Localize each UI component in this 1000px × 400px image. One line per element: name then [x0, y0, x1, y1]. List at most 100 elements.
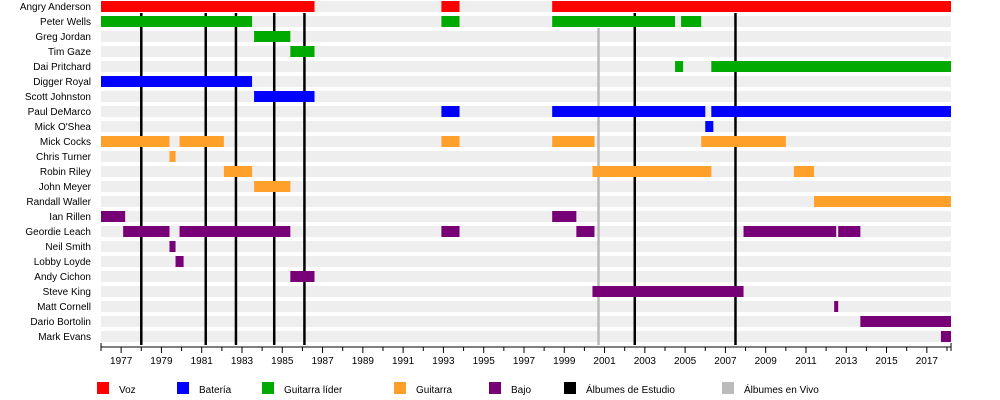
- member-label: Mick O'Shea: [35, 122, 92, 133]
- member-label: Lobby Loyde: [34, 257, 92, 268]
- legend: Voz Batería Guitarra líder Guitarra Bajo Álbu…: [97, 382, 819, 396]
- legend-swatch-voz: [97, 382, 109, 394]
- legend-label-voz: Voz: [119, 385, 136, 396]
- bar-voz: [552, 1, 951, 12]
- x-tick-label: 2013: [835, 356, 858, 367]
- x-tick-label: 2001: [593, 356, 616, 367]
- bar-bajo: [290, 271, 315, 282]
- row-background: [101, 211, 951, 222]
- bar-bateria: [711, 106, 951, 117]
- bar-guitarra: [592, 166, 712, 177]
- bar-bajo: [101, 211, 126, 222]
- x-tick-label: 1995: [473, 356, 496, 367]
- member-label: Neil Smith: [45, 242, 91, 253]
- member-label: Ian Rillen: [49, 212, 91, 223]
- legend-label-vivo: Álbumes en Vivo: [744, 383, 819, 396]
- x-tick-label: 1981: [191, 356, 214, 367]
- row-background: [101, 16, 951, 27]
- row-background: [101, 106, 951, 117]
- bar-guitarra: [179, 136, 224, 147]
- bar-bateria: [101, 76, 253, 87]
- bar-bajo: [592, 286, 744, 297]
- bar-guitarra_lider: [101, 16, 253, 27]
- x-tick-label: 1993: [432, 356, 455, 367]
- legend-swatch-bateria: [177, 382, 189, 394]
- legend-swatch-estudio: [564, 382, 576, 394]
- row-background: [101, 226, 951, 237]
- x-tick-label: 2011: [795, 356, 817, 367]
- bar-voz: [101, 1, 315, 12]
- legend-label-guitarra_lider: Guitarra líder: [284, 385, 343, 396]
- legend-swatch-guitarra: [394, 382, 406, 394]
- row-background: [101, 301, 951, 312]
- member-label: Tim Gaze: [48, 47, 91, 58]
- legend-swatch-vivo: [722, 382, 734, 394]
- x-tick-label: 1983: [231, 356, 254, 367]
- bar-bajo: [179, 226, 291, 237]
- x-tick-label: 1985: [271, 356, 294, 367]
- legend-swatch-guitarra_lider: [262, 382, 274, 394]
- bar-bajo: [576, 226, 595, 237]
- member-label: Steve King: [43, 287, 91, 298]
- row-background: [101, 316, 951, 327]
- member-label: Randall Waller: [26, 197, 91, 208]
- bar-voz: [441, 1, 460, 12]
- legend-label-bajo: Bajo: [511, 385, 531, 396]
- row-background: [101, 61, 951, 72]
- bar-bajo: [552, 211, 577, 222]
- bar-guitarra_lider: [552, 16, 676, 27]
- bar-bateria: [705, 121, 714, 132]
- member-label: Greg Jordan: [35, 32, 91, 43]
- row-background: [101, 271, 951, 282]
- x-tick-label: 2009: [755, 356, 778, 367]
- x-tick-label: 1977: [110, 356, 133, 367]
- x-tick-label: 1999: [553, 356, 576, 367]
- membership-bars: [101, 1, 951, 342]
- member-rows: [101, 1, 951, 342]
- x-tick-label: 1987: [311, 356, 334, 367]
- x-tick-label: 1989: [352, 356, 375, 367]
- bar-bateria: [254, 91, 315, 102]
- member-labels: Angry Anderson Peter Wells Greg Jordan Tim …: [20, 2, 92, 343]
- row-background: [101, 286, 951, 297]
- member-label: Scott Johnston: [25, 92, 91, 103]
- member-label: Digger Royal: [33, 77, 91, 88]
- row-background: [101, 46, 951, 57]
- member-label: Peter Wells: [40, 17, 91, 28]
- bar-bajo: [441, 226, 460, 237]
- row-background: [101, 136, 951, 147]
- row-background: [101, 76, 951, 87]
- row-background: [101, 151, 951, 162]
- bar-bajo: [169, 241, 176, 252]
- member-label: Dai Pritchard: [33, 62, 91, 73]
- bar-guitarra: [701, 136, 786, 147]
- bar-bajo: [860, 316, 951, 327]
- bar-guitarra: [814, 196, 951, 207]
- member-label: Mark Evans: [38, 332, 91, 343]
- member-label: Matt Cornell: [37, 302, 91, 313]
- member-label: Angry Anderson: [20, 2, 91, 13]
- bar-guitarra_lider: [254, 31, 291, 42]
- bar-bajo: [940, 331, 951, 342]
- legend-label-estudio: Álbumes de Estudio: [586, 383, 675, 396]
- bar-bajo: [834, 301, 839, 312]
- row-background: [101, 181, 951, 192]
- member-label: Paul DeMarco: [28, 107, 92, 118]
- member-label: Geordie Leach: [25, 227, 91, 238]
- legend-label-guitarra: Guitarra: [416, 385, 453, 396]
- x-tick-label: 1979: [150, 356, 173, 367]
- member-label: Dario Bortolin: [30, 317, 91, 328]
- member-label: Mick Cocks: [40, 137, 91, 148]
- row-background: [101, 31, 951, 42]
- x-tick-label: 2007: [714, 356, 737, 367]
- bar-guitarra_lider: [290, 46, 315, 57]
- member-label: Chris Turner: [36, 152, 92, 163]
- bar-guitarra: [441, 136, 460, 147]
- row-background: [101, 241, 951, 252]
- member-label: John Meyer: [39, 182, 92, 193]
- x-tick-label: 2005: [674, 356, 697, 367]
- bar-guitarra_lider: [681, 16, 702, 27]
- bar-bajo: [175, 256, 184, 267]
- bar-guitarra_lider: [711, 61, 951, 72]
- bar-bajo: [743, 226, 837, 237]
